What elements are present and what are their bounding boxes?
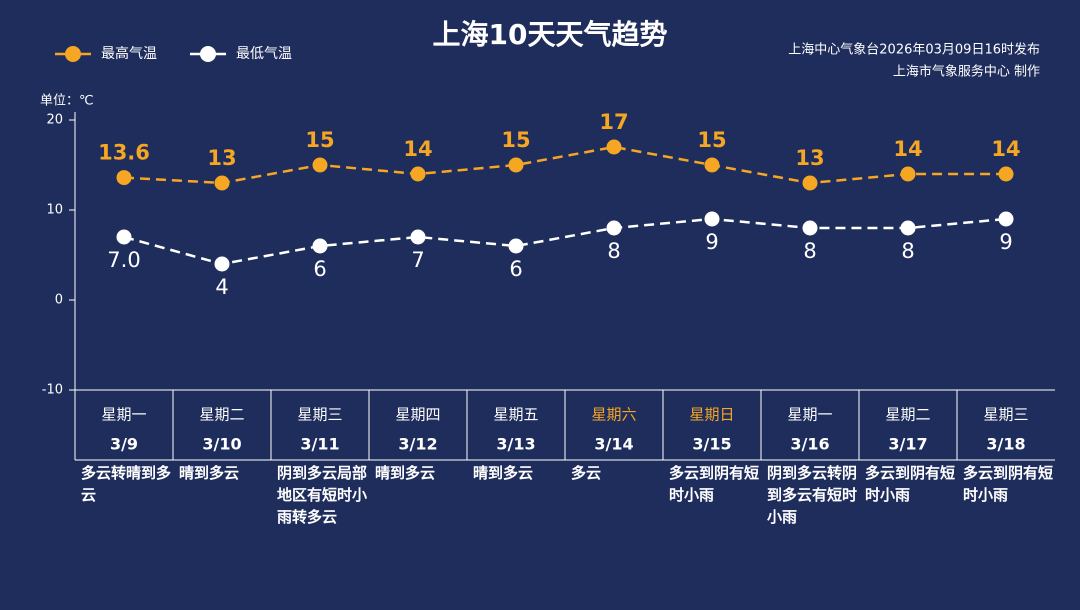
weekday-label: 星期五 [493,406,538,424]
legend-marker [200,46,216,62]
weather-label: 多云到阴有短时小雨 [865,464,956,504]
weekday-label: 星期一 [101,406,146,424]
legend-label: 最低气温 [236,46,292,62]
data-point [704,211,720,227]
data-point [704,157,720,173]
data-label: 8 [803,239,816,263]
legend-marker [65,46,81,62]
data-label: 13.6 [98,141,150,165]
weather-label: 多云到阴有短时小雨 [669,464,760,504]
weather-label: 多云 [571,464,602,482]
series-line [123,145,1006,185]
data-point [606,139,622,155]
weekday-label: 星期二 [885,406,930,424]
data-label: 7.0 [107,248,140,272]
weekday-label: 星期一 [787,406,832,424]
x-tick-label: 3/16 [790,435,829,454]
weather-label: 阴到多云局部地区有短时小雨转多云 [277,464,368,526]
data-label: 6 [509,257,522,281]
data-point [802,220,818,236]
data-label: 15 [305,128,334,152]
x-tick-label: 3/13 [496,435,535,454]
data-label: 14 [403,137,432,161]
weather-label: 晴到多云 [375,464,436,482]
weekday-label: 星期三 [297,406,342,424]
data-point [900,166,916,182]
data-label: 13 [795,146,824,170]
data-point [508,238,524,254]
weather-label: 阴到多云转阴到多云有短时小雨 [767,464,858,526]
y-tick-label: 20 [46,113,63,128]
series-line [123,217,1007,266]
source: 上海中心气象台2026年03月09日16时发布 [788,42,1040,58]
legend-label: 最高气温 [101,45,157,62]
data-label: 14 [893,137,922,161]
x-tick-label: 3/9 [110,435,138,454]
data-label: 8 [607,239,620,263]
x-tick-label: 3/10 [202,435,241,454]
source: 上海市气象服务中心 制作 [893,64,1040,80]
weekday-label: 星期二 [199,406,244,424]
data-point [802,175,818,191]
data-label: 14 [991,137,1020,161]
data-point [312,238,328,254]
x-tick-label: 3/15 [692,435,731,454]
data-point [116,229,132,245]
data-point [998,211,1014,227]
y-tick-label: 0 [55,293,63,308]
x-tick-label: 3/11 [300,435,339,454]
data-point [410,229,426,245]
chart-title: 上海10天天气趋势 [433,18,668,51]
data-point [410,166,426,182]
data-label: 8 [901,239,914,263]
weather-label: 晴到多云 [179,464,240,482]
weather-label: 晴到多云 [473,464,534,482]
data-point [214,256,230,272]
weekday-label: 星期三 [983,406,1028,424]
data-label: 15 [697,128,726,152]
y-tick-label: -10 [42,383,63,398]
data-point [312,157,328,173]
weather-label: 多云到阴有短时小雨 [963,464,1054,504]
data-label: 13 [207,146,236,170]
data-label: 9 [705,230,718,254]
y-tick-label: 10 [46,203,63,218]
data-label: 17 [599,110,628,134]
weekday-label: 星期日 [689,406,734,424]
data-label: 6 [313,257,326,281]
weekday-label: 星期六 [591,406,636,424]
data-point [214,175,230,191]
data-label: 4 [215,275,228,299]
data-label: 7 [411,248,424,272]
x-tick-label: 3/12 [398,435,437,454]
data-point [508,157,524,173]
data-point [116,170,132,186]
data-point [900,220,916,236]
data-point [606,220,622,236]
data-label: 15 [501,128,530,152]
x-tick-label: 3/14 [594,435,633,454]
data-label: 9 [999,230,1012,254]
weekday-label: 星期四 [395,406,440,424]
x-tick-label: 3/18 [986,435,1025,454]
y-axis-label: 单位：℃ [40,94,94,109]
data-point [998,166,1014,182]
weather-label: 多云转晴到多云 [81,464,172,504]
x-tick-label: 3/17 [888,435,927,454]
